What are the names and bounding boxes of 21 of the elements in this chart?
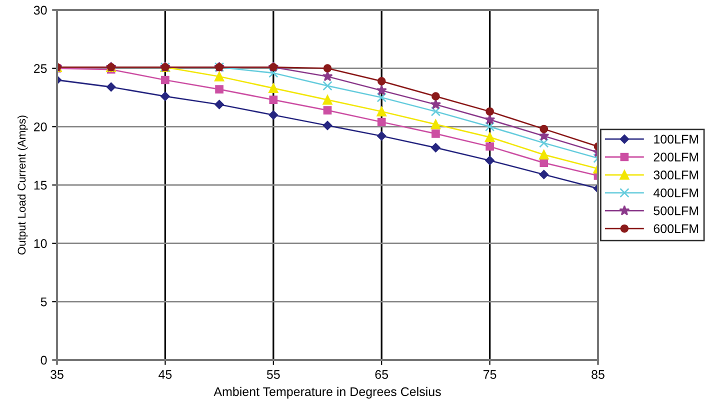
legend-label: 500LFM	[654, 206, 698, 216]
x-tick-label: 55	[266, 370, 280, 379]
y-tick-label: 0	[40, 356, 47, 365]
legend-label: 100LFM	[654, 134, 698, 144]
y-tick-label: 15	[34, 180, 47, 190]
y-tick-label: 5	[40, 298, 47, 306]
y-axis-title: Output Load Current (Amps)	[17, 116, 28, 255]
x-tick-label: 35	[50, 370, 64, 379]
legend-label: 300LFM	[654, 170, 698, 180]
y-tick-label: 10	[34, 239, 47, 248]
y-tick-label: 25	[34, 64, 47, 73]
x-tick-label: 85	[592, 370, 604, 379]
x-tick-label: 65	[375, 370, 388, 379]
y-tick-label: 20	[34, 122, 47, 132]
x-axis-title: Ambient Temperature in Degrees Celsius	[214, 386, 441, 399]
x-tick-label: 75	[483, 370, 496, 379]
legend-label: 600LFM	[654, 224, 698, 234]
legend-label: 400LFM	[653, 188, 698, 198]
legend-label: 200LFM	[654, 152, 698, 162]
y-tick-label: 30	[34, 6, 47, 15]
x-tick-label: 45	[158, 370, 172, 379]
